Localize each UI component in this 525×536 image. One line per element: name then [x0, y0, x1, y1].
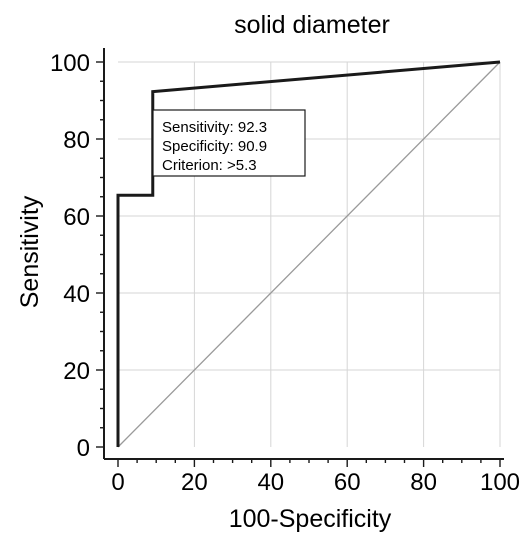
- y-tick-label: 0: [77, 435, 90, 462]
- chart-title: solid diameter: [234, 11, 390, 39]
- x-tick-label: 0: [111, 469, 124, 496]
- x-tick-label: 100: [480, 469, 520, 496]
- annotation-box: Sensitivity: 92.3 Specificity: 90.9 Crit…: [152, 109, 306, 177]
- y-tick-labels: 0 20 40 60 80 100: [50, 50, 90, 462]
- diagonal-reference-line: [117, 61, 501, 448]
- x-tick-label: 20: [181, 469, 208, 496]
- roc-curve-line: [116, 60, 501, 447]
- y-tick-label: 100: [50, 50, 90, 77]
- annotation-specificity: Specificity: 90.9: [162, 138, 267, 155]
- y-tick-label: 60: [63, 204, 90, 231]
- y-tick-label: 80: [63, 127, 90, 154]
- x-tick-label: 40: [257, 469, 284, 496]
- annotation-sensitivity: Sensitivity: 92.3: [162, 119, 267, 136]
- y-axis-label: Sensitivity: [16, 195, 44, 308]
- axes: [96, 48, 504, 467]
- x-tick-label: 80: [410, 469, 437, 496]
- y-tick-label: 40: [63, 281, 90, 308]
- x-axis-label: 100-Specificity: [229, 505, 392, 533]
- y-tick-label: 20: [63, 358, 90, 385]
- x-tick-label: 60: [334, 469, 361, 496]
- x-tick-labels: 0 20 40 60 80 100: [111, 469, 520, 496]
- annotation-criterion: Criterion: >5.3: [162, 157, 257, 174]
